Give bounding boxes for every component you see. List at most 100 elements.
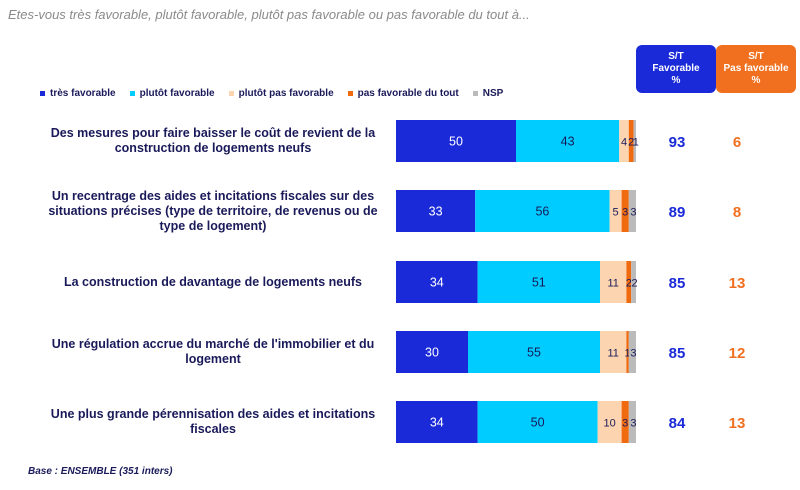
category-label-line: fiscales — [190, 422, 236, 436]
bar-segment-plutot_pas_favorable — [609, 190, 622, 232]
data-label-tres_favorable: 50 — [449, 135, 463, 149]
data-label-tres_favorable: 30 — [425, 346, 439, 360]
category-label-line: La construction de davantage de logement… — [64, 274, 362, 289]
total-favorable-value: 85 — [669, 345, 686, 362]
bar-segment-plutot_favorable — [477, 401, 598, 443]
bar-segment-plutot_favorable — [475, 190, 610, 232]
chart-legend: très favorable plutôt favorable plutôt p… — [40, 86, 517, 100]
data-label-pas_favorable: 3 — [622, 207, 628, 219]
bar-segment-plutot_pas_favorable — [600, 331, 627, 373]
bar-segment-tres_favorable — [396, 401, 478, 443]
total-favorable-value: 84 — [669, 415, 686, 432]
legend-swatch-nsp — [472, 90, 478, 96]
data-label-pas_favorable: 2 — [626, 278, 632, 290]
data-label-nsp: 3 — [630, 207, 636, 219]
data-label-plutot_favorable: 55 — [527, 346, 541, 360]
data-label-plutot_pas_favorable: 11 — [607, 348, 618, 360]
bar-segment-plutot_pas_favorable — [600, 261, 627, 303]
data-label-tres_favorable: 34 — [430, 416, 444, 430]
summary-unfavorable-line3: % — [751, 75, 761, 86]
category-label-line: Des mesures pour faire baisser le coût d… — [50, 126, 376, 140]
summary-favorable-line2: Favorable — [652, 63, 700, 74]
category-label-line: logement — [185, 352, 241, 366]
category-label: Un recentrage des aides et incitations f… — [38, 189, 388, 234]
bar-segment-tres_favorable — [396, 120, 516, 162]
data-label-nsp: 3 — [630, 418, 636, 430]
bar-segment-plutot_favorable — [516, 120, 620, 162]
legend-item-plutot-favorable: plutôt favorable — [129, 87, 215, 99]
category-label-line: Une plus grande pérennisation des aides … — [50, 407, 376, 421]
legend-item-nsp: NSP — [472, 87, 504, 99]
bar-segment-pas_favorable — [628, 120, 634, 162]
data-label-tres_favorable: 33 — [429, 205, 443, 219]
total-unfavorable-value: 13 — [729, 275, 746, 292]
legend-swatch-tres-favorable — [40, 90, 45, 96]
data-label-plutot_pas_favorable: 11 — [607, 278, 618, 290]
category-label: Des mesures pour faire baisser le coût d… — [38, 126, 388, 156]
total-favorable-value: 85 — [669, 275, 686, 292]
summary-unfavorable-line1: S/T — [748, 51, 764, 62]
data-label-nsp: 1 — [633, 137, 639, 149]
bar-segment-pas_favorable — [621, 401, 629, 443]
legend-label-plutot-pas-favorable: plutôt pas favorable — [238, 87, 334, 99]
data-label-pas_favorable: 1 — [625, 348, 631, 360]
data-label-plutot_pas_favorable: 10 — [603, 418, 615, 430]
summary-box-unfavorable: S/T Pas favorable % — [716, 45, 796, 93]
bar-segment-nsp — [628, 401, 636, 443]
base-note: Base : ENSEMBLE (351 inters) — [28, 466, 173, 477]
total-unfavorable-value: 12 — [729, 345, 746, 362]
legend-swatch-pas-favorable — [347, 90, 353, 96]
summary-box-favorable: S/T Favorable % — [636, 45, 716, 93]
bar-segment-plutot_pas_favorable — [619, 120, 629, 162]
legend-swatch-plutot-pas-favorable — [228, 90, 234, 96]
total-unfavorable-value: 6 — [733, 134, 741, 151]
bar-segment-pas_favorable — [626, 331, 629, 373]
data-label-pas_favorable: 3 — [622, 418, 628, 430]
legend-label-nsp: NSP — [482, 87, 504, 99]
category-label-line: Un recentrage des aides et incitations f… — [51, 188, 375, 203]
question-text: Etes-vous très favorable, plutôt favorab… — [8, 7, 530, 22]
category-label: La construction de davantage de logement… — [38, 275, 388, 290]
bar-segment-tres_favorable — [396, 190, 476, 232]
bar-segment-plutot_pas_favorable — [597, 401, 622, 443]
total-favorable-value: 89 — [669, 204, 686, 221]
data-label-tres_favorable: 34 — [430, 276, 444, 290]
summary-favorable-line3: % — [671, 75, 681, 86]
legend-label-tres-favorable: très favorable — [50, 87, 116, 99]
legend-item-pas-favorable: pas favorable du tout — [347, 87, 459, 99]
bar-segment-tres_favorable — [396, 331, 468, 373]
data-label-plutot_favorable: 56 — [535, 205, 549, 219]
bar-segment-nsp — [633, 120, 636, 162]
data-label-plutot_favorable: 50 — [531, 416, 545, 430]
data-label-plutot_favorable: 43 — [561, 135, 575, 149]
summary-unfavorable-line2: Pas favorable — [723, 63, 789, 74]
bar-segment-pas_favorable — [626, 261, 632, 303]
data-label-pas_favorable: 2 — [628, 137, 634, 149]
category-label-line: type de logement) — [159, 218, 267, 233]
category-label-line: construction de logements neufs — [114, 141, 312, 155]
data-label-nsp: 3 — [630, 348, 636, 360]
category-label-line: Une régulation accrue du marché de l'imm… — [51, 337, 375, 351]
category-label: Une plus grande pérennisation des aides … — [38, 407, 388, 437]
category-label-line: situations précises (type de territoire,… — [48, 203, 378, 218]
legend-label-pas-favorable: pas favorable du tout — [357, 87, 459, 99]
legend-swatch-plutot-favorable — [129, 90, 135, 96]
legend-item-plutot-pas-favorable: plutôt pas favorable — [228, 87, 334, 99]
bar-segment-nsp — [628, 190, 636, 232]
bar-segment-nsp — [628, 331, 636, 373]
data-label-plutot_pas_favorable: 5 — [613, 207, 619, 219]
bar-segment-plutot_favorable — [468, 331, 600, 373]
data-label-plutot_favorable: 51 — [532, 276, 546, 290]
summary-favorable-line1: S/T — [668, 51, 684, 62]
bar-segment-pas_favorable — [621, 190, 629, 232]
data-label-plutot_pas_favorable: 4 — [621, 137, 627, 149]
bar-segment-plutot_favorable — [477, 261, 600, 303]
legend-item-tres-favorable: très favorable — [40, 88, 116, 99]
bar-segment-nsp — [631, 261, 636, 303]
bar-segment-tres_favorable — [396, 261, 478, 303]
total-unfavorable-value: 13 — [729, 415, 746, 432]
legend-label-plutot-favorable: plutôt favorable — [139, 87, 215, 99]
total-favorable-value: 93 — [669, 134, 686, 151]
category-label: Une régulation accrue du marché de l'imm… — [38, 337, 388, 367]
